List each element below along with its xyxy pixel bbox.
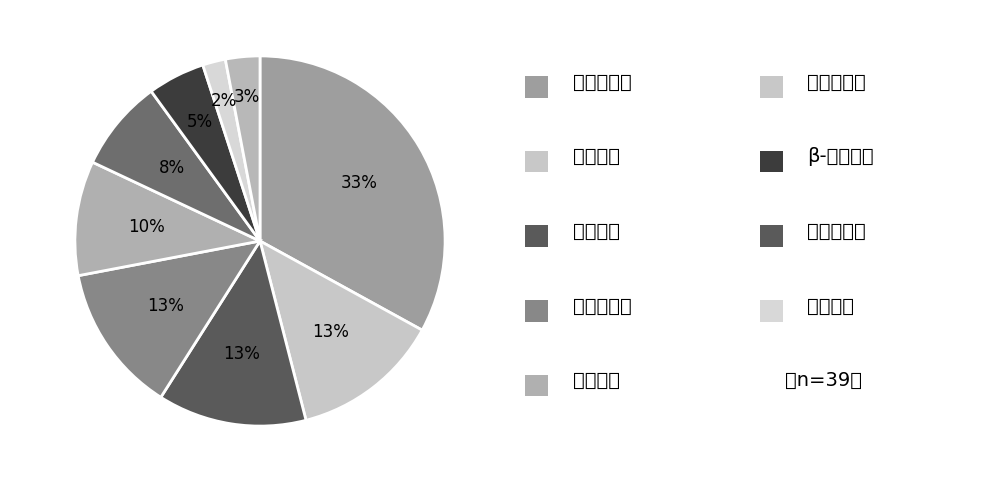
- FancyBboxPatch shape: [760, 150, 782, 173]
- Wedge shape: [78, 241, 260, 397]
- Wedge shape: [93, 91, 260, 241]
- Text: 林可霉素类: 林可霉素类: [808, 72, 866, 92]
- FancyBboxPatch shape: [760, 76, 782, 97]
- Text: 33%: 33%: [340, 174, 377, 191]
- Wedge shape: [75, 162, 260, 276]
- Text: 喹诺酮类: 喹诺酮类: [808, 296, 854, 316]
- Wedge shape: [225, 56, 260, 241]
- Wedge shape: [151, 65, 260, 241]
- Text: （n=39）: （n=39）: [785, 371, 862, 390]
- Text: 5%: 5%: [186, 113, 213, 131]
- Text: 10%: 10%: [128, 217, 165, 236]
- FancyBboxPatch shape: [525, 300, 548, 322]
- FancyBboxPatch shape: [525, 76, 548, 97]
- Wedge shape: [260, 56, 445, 330]
- FancyBboxPatch shape: [525, 226, 548, 247]
- Text: 大环内酯类: 大环内酯类: [572, 72, 631, 92]
- Text: 8%: 8%: [159, 159, 185, 177]
- Text: 磷霉素类: 磷霉素类: [572, 371, 620, 390]
- Text: 氨基糖苷类: 氨基糖苷类: [572, 296, 631, 316]
- Text: 万古霉素类: 万古霉素类: [808, 222, 866, 241]
- FancyBboxPatch shape: [760, 226, 782, 247]
- Text: 13%: 13%: [224, 345, 260, 363]
- Text: 四环素类: 四环素类: [572, 147, 620, 166]
- Wedge shape: [203, 59, 260, 241]
- Text: 3%: 3%: [233, 88, 260, 106]
- Text: β-内酰胺类: β-内酰胺类: [808, 147, 874, 166]
- FancyBboxPatch shape: [525, 150, 548, 173]
- Text: 13%: 13%: [312, 322, 349, 341]
- Text: 13%: 13%: [147, 296, 184, 314]
- Wedge shape: [260, 241, 422, 420]
- FancyBboxPatch shape: [525, 375, 548, 396]
- Wedge shape: [161, 241, 306, 426]
- Text: 氯霉素类: 氯霉素类: [572, 222, 620, 241]
- Text: 2%: 2%: [211, 92, 237, 110]
- FancyBboxPatch shape: [760, 300, 782, 322]
